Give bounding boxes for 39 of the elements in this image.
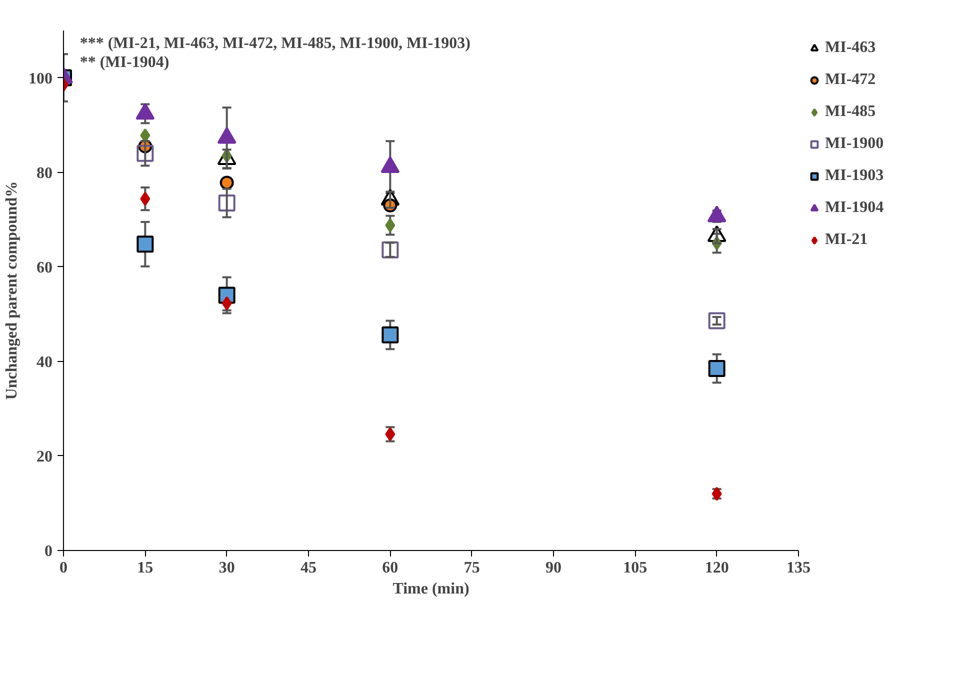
x-tick-label: 15 xyxy=(137,560,154,576)
y-tick-label: 0 xyxy=(44,543,52,560)
y-tick-label: 20 xyxy=(36,448,52,466)
point xyxy=(140,192,150,206)
x-axis-title: Time (min) xyxy=(392,580,470,598)
y-axis-title: Unchanged parent compound% xyxy=(4,181,20,400)
legend-label: MI-1903 xyxy=(825,167,884,185)
point xyxy=(220,176,234,190)
legend-label: MI-472 xyxy=(825,71,876,89)
x-tick-label: 30 xyxy=(218,560,235,576)
x-tick-label: 60 xyxy=(382,560,398,576)
x-tick-label: 120 xyxy=(704,560,729,576)
legend-label: MI-1900 xyxy=(825,135,884,153)
y-tick-label: 80 xyxy=(36,164,52,182)
point xyxy=(382,241,399,258)
legend-label: MI-21 xyxy=(825,231,868,249)
legend-label: MI-485 xyxy=(825,103,876,121)
x-tick-label: 105 xyxy=(623,560,648,576)
point xyxy=(140,128,150,142)
y-tick-label: 40 xyxy=(36,354,52,371)
x-tick-label: 90 xyxy=(546,560,562,576)
legend-label: MI-1904 xyxy=(825,199,884,217)
x-tick-label: 45 xyxy=(300,560,316,576)
point xyxy=(222,296,232,310)
legend-label: MI-463 xyxy=(825,39,876,57)
point xyxy=(708,360,726,377)
point xyxy=(382,326,399,344)
point xyxy=(136,236,154,253)
annotation: *** (MI-21, MI-463, MI-472, MI-485, MI-1900, MI-1903) xyxy=(80,35,470,52)
x-tick-label: 135 xyxy=(786,560,810,576)
point xyxy=(708,312,726,330)
point xyxy=(218,194,236,212)
point xyxy=(385,218,396,232)
x-tick-label: 0 xyxy=(60,560,68,576)
y-tick-label: 60 xyxy=(36,259,52,276)
point xyxy=(136,144,154,162)
y-tick-label: 100 xyxy=(28,70,52,88)
annotation: ** (MI-1904) xyxy=(80,54,170,72)
x-tick-label: 75 xyxy=(464,560,480,576)
